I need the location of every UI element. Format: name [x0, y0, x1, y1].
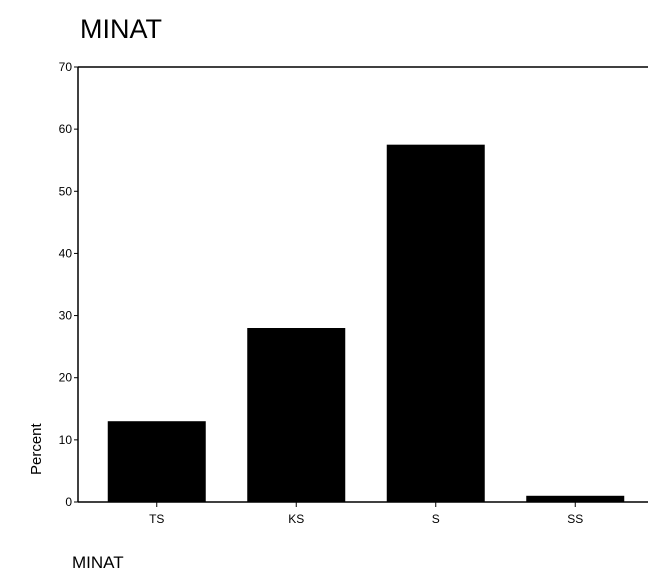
y-tick-label: 40 — [59, 246, 73, 260]
x-tick-label: TS — [149, 512, 164, 526]
y-tick-label: 0 — [65, 495, 72, 509]
y-tick-label: 70 — [59, 60, 73, 74]
y-tick-label: 10 — [59, 433, 73, 447]
x-axis-label: MINAT — [72, 553, 124, 572]
x-tick-label: KS — [288, 512, 304, 526]
bar — [107, 421, 206, 502]
bar — [526, 495, 625, 502]
chart-title: MINAT — [80, 14, 162, 44]
x-tick-label: S — [432, 512, 440, 526]
y-tick-label: 50 — [59, 184, 73, 198]
y-tick-label: 30 — [59, 309, 73, 323]
x-tick-label: SS — [567, 512, 583, 526]
y-tick-label: 20 — [59, 371, 73, 385]
bar — [386, 144, 485, 502]
y-tick-label: 60 — [59, 122, 73, 136]
bar — [247, 328, 346, 502]
